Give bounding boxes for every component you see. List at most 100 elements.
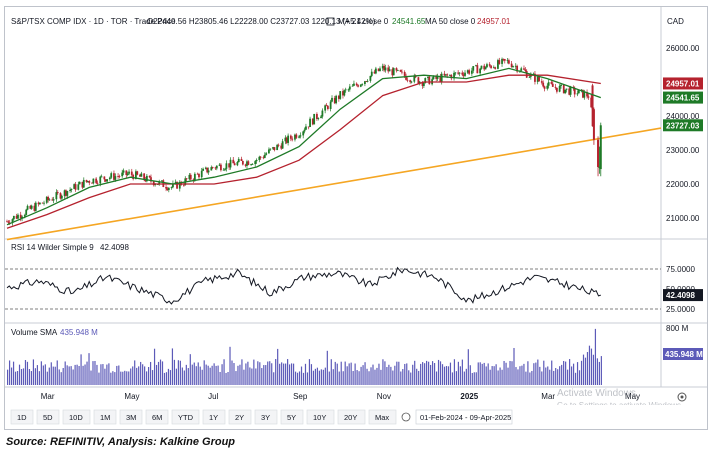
volume-bar xyxy=(338,371,340,385)
range-button-2y[interactable]: 2Y xyxy=(228,409,252,425)
volume-bar xyxy=(128,371,130,385)
candle-body xyxy=(590,97,593,108)
candle-body xyxy=(439,76,442,82)
candle-body xyxy=(454,72,457,74)
volume-bar xyxy=(112,371,114,385)
candle-body xyxy=(343,90,346,96)
range-button-10y[interactable]: 10Y xyxy=(306,409,335,425)
volume-bar xyxy=(294,371,297,385)
range-button-3m[interactable]: 3M xyxy=(119,409,143,425)
volume-bar xyxy=(503,360,505,385)
volume-bar xyxy=(346,366,348,385)
candle-body xyxy=(598,166,601,168)
volume-bar xyxy=(225,372,227,385)
candle-body xyxy=(391,69,394,76)
range-button-3y[interactable]: 3Y xyxy=(254,409,278,425)
candle-body xyxy=(565,88,568,90)
candle-body xyxy=(280,145,283,149)
volume-bar xyxy=(380,369,382,385)
volume-bar xyxy=(138,366,140,385)
date-range-box xyxy=(415,409,513,425)
ma50-line xyxy=(6,74,601,229)
range-button-label: 2Y xyxy=(235,413,244,422)
candle-body xyxy=(351,85,354,87)
volume-bar xyxy=(485,366,487,385)
volume-bar xyxy=(203,360,205,385)
volume-bar xyxy=(26,361,29,385)
watermark-line1: Activate Windows xyxy=(557,388,636,399)
volume-bar xyxy=(543,360,545,385)
volume-bar xyxy=(62,368,64,385)
volume-bar xyxy=(211,365,213,385)
volume-label: Volume SMA xyxy=(11,328,58,337)
candle-body xyxy=(435,75,438,79)
candle-body xyxy=(73,184,76,189)
volume-bar xyxy=(422,362,424,385)
volume-bar xyxy=(177,360,179,385)
candle-body xyxy=(215,165,218,169)
price-tag-label: 24541.65 xyxy=(666,94,700,103)
volume-bar xyxy=(288,364,291,385)
chart-svg[interactable]: S&P/TSX COMP IDX · 1D · TOR · Trade Pric… xyxy=(5,7,707,429)
chart-panel[interactable]: S&P/TSX COMP IDX · 1D · TOR · Trade Pric… xyxy=(4,6,708,430)
candle-body xyxy=(85,179,88,182)
volume-bar xyxy=(153,348,156,385)
candle-body xyxy=(299,135,302,137)
candle-body xyxy=(321,110,324,117)
volume-bar xyxy=(142,364,144,385)
candle-body xyxy=(165,187,167,189)
candle-body xyxy=(468,70,471,74)
range-button-10d[interactable]: 10D xyxy=(62,409,91,425)
volume-bar xyxy=(207,365,209,385)
candle-body xyxy=(317,118,320,119)
volume-bar xyxy=(443,366,446,385)
volume-pane[interactable]: 800 M 435.948 M xyxy=(7,324,703,385)
volume-bar xyxy=(183,370,185,385)
candle-body xyxy=(550,82,553,84)
volume-bar xyxy=(50,362,52,385)
candle-body xyxy=(269,148,272,150)
volume-bar xyxy=(567,369,569,385)
volume-bar xyxy=(124,370,126,385)
candle-body xyxy=(335,95,338,104)
volume-bar xyxy=(171,348,174,385)
candle-body xyxy=(29,205,32,209)
volume-bar xyxy=(179,360,181,385)
volume-bar xyxy=(221,364,223,385)
time-tick-label: Sep xyxy=(293,392,308,401)
price-tag: 24541.65 xyxy=(663,91,703,104)
range-button-1y[interactable]: 1Y xyxy=(202,409,226,425)
candle-body xyxy=(103,176,106,180)
ma-legend-swatch[interactable] xyxy=(326,17,335,26)
volume-bar xyxy=(116,365,118,385)
volume-header-value: 435.948 M xyxy=(60,328,98,337)
volume-tick-label: 800 M xyxy=(666,324,689,333)
candle-body xyxy=(551,83,554,87)
volume-bar xyxy=(231,360,233,385)
volume-bar xyxy=(459,366,461,385)
range-button-20y[interactable]: 20Y xyxy=(337,409,366,425)
candle-body xyxy=(128,171,130,174)
rsi-label: RSI 14 Wilder Simple 9 xyxy=(11,243,94,252)
range-button-ytd[interactable]: YTD xyxy=(171,409,200,425)
range-button-6m[interactable]: 6M xyxy=(145,409,169,425)
price-pane[interactable] xyxy=(6,57,662,241)
date-range-picker[interactable]: 01-Feb-2024 - 09-Apr-2025 xyxy=(415,409,513,425)
range-button-5y[interactable]: 5Y xyxy=(280,409,304,425)
volume-bar xyxy=(527,361,529,385)
volume-bar xyxy=(227,371,229,385)
volume-bar xyxy=(298,371,301,385)
range-button-max[interactable]: Max xyxy=(368,409,397,425)
range-button-1d[interactable]: 1D xyxy=(10,409,34,425)
candle-body xyxy=(272,147,274,149)
settings-icon[interactable] xyxy=(677,392,687,402)
candle-body xyxy=(488,64,491,66)
range-button-1m[interactable]: 1M xyxy=(93,409,117,425)
candle-body xyxy=(189,174,192,180)
volume-bar xyxy=(386,367,388,385)
candle-body xyxy=(113,173,115,180)
time-tick-label: Mar xyxy=(41,392,55,401)
range-button-5d[interactable]: 5D xyxy=(36,409,60,425)
